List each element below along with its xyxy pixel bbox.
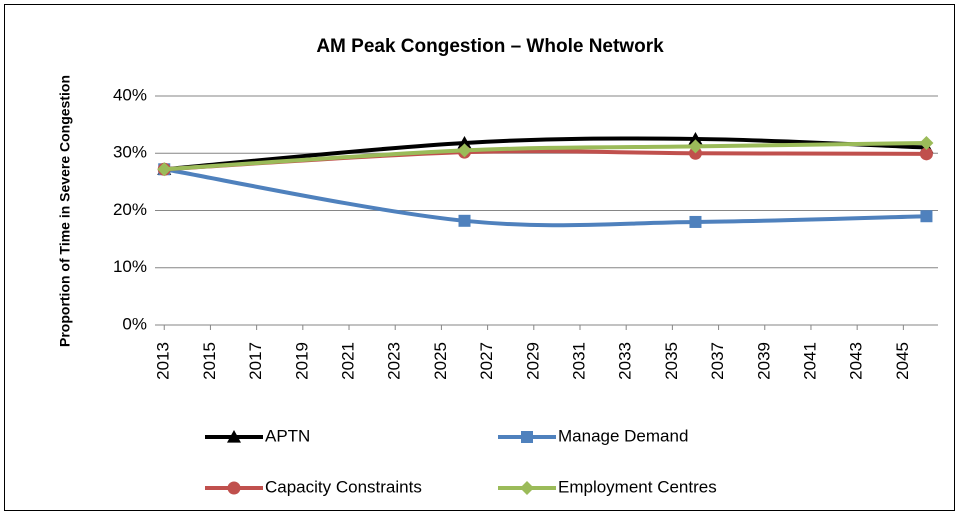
x-tick-label: 2027 [477,342,496,380]
marker [919,135,934,150]
x-tick-label: 2029 [523,342,542,380]
x-tick-label: 2045 [893,342,912,380]
marker [689,215,702,228]
marker [458,214,471,227]
marker [919,147,933,161]
marker [457,143,472,158]
y-tick-label: 30% [113,143,147,162]
series-line [163,167,927,228]
legend-marker [520,481,534,495]
x-tick-label: 2033 [616,342,635,380]
y-tick-label: 40% [113,85,147,104]
chart-title: AM Peak Congestion – Whole Network [316,36,664,57]
y-tick-label: 20% [113,200,147,219]
legend-label: Employment Centres [558,477,717,496]
legend-marker [227,430,241,443]
x-tick-label: 2025 [431,342,450,380]
x-tick-label: 2017 [246,342,265,380]
x-tick-label: 2015 [200,342,219,380]
x-tick-label: 2013 [154,342,173,380]
y-tick-label: 0% [122,314,147,333]
marker [688,139,703,154]
x-tick-label: 2037 [708,342,727,380]
x-tick-label: 2031 [569,342,588,380]
legend-label: Manage Demand [558,426,688,445]
x-tick-label: 2035 [662,342,681,380]
marker [157,162,172,177]
chart-border [4,4,955,511]
x-tick-label: 2019 [292,342,311,380]
x-tick-label: 2041 [800,342,819,380]
x-tick-label: 2043 [847,342,866,380]
x-tick-label: 2023 [385,342,404,380]
marker [457,135,472,149]
legend-label: APTN [265,426,310,445]
legend-marker [521,431,533,443]
x-tick-label: 2039 [754,342,773,380]
marker [688,131,703,145]
legend-marker [227,481,241,495]
y-tick-label: 10% [113,257,147,276]
legend-label: Capacity Constraints [265,477,422,496]
series-line [164,140,927,172]
y-axis-label: Proportion of Time in Severe Congestion [57,75,73,347]
x-tick-label: 2021 [339,342,358,380]
marker [920,210,933,223]
